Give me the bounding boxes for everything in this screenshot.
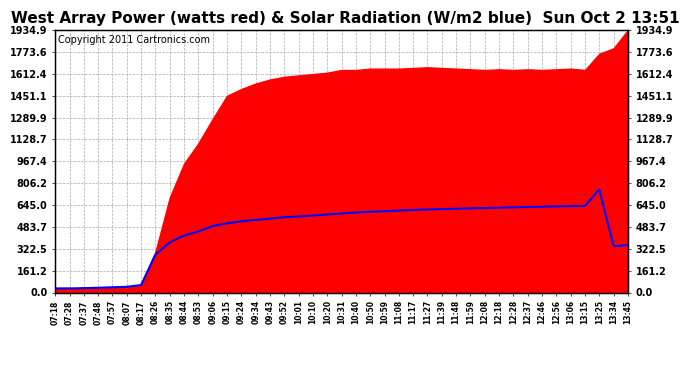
Text: West Array Power (watts red) & Solar Radiation (W/m2 blue)  Sun Oct 2 13:51: West Array Power (watts red) & Solar Rad… bbox=[10, 11, 680, 26]
Text: Copyright 2011 Cartronics.com: Copyright 2011 Cartronics.com bbox=[58, 35, 210, 45]
